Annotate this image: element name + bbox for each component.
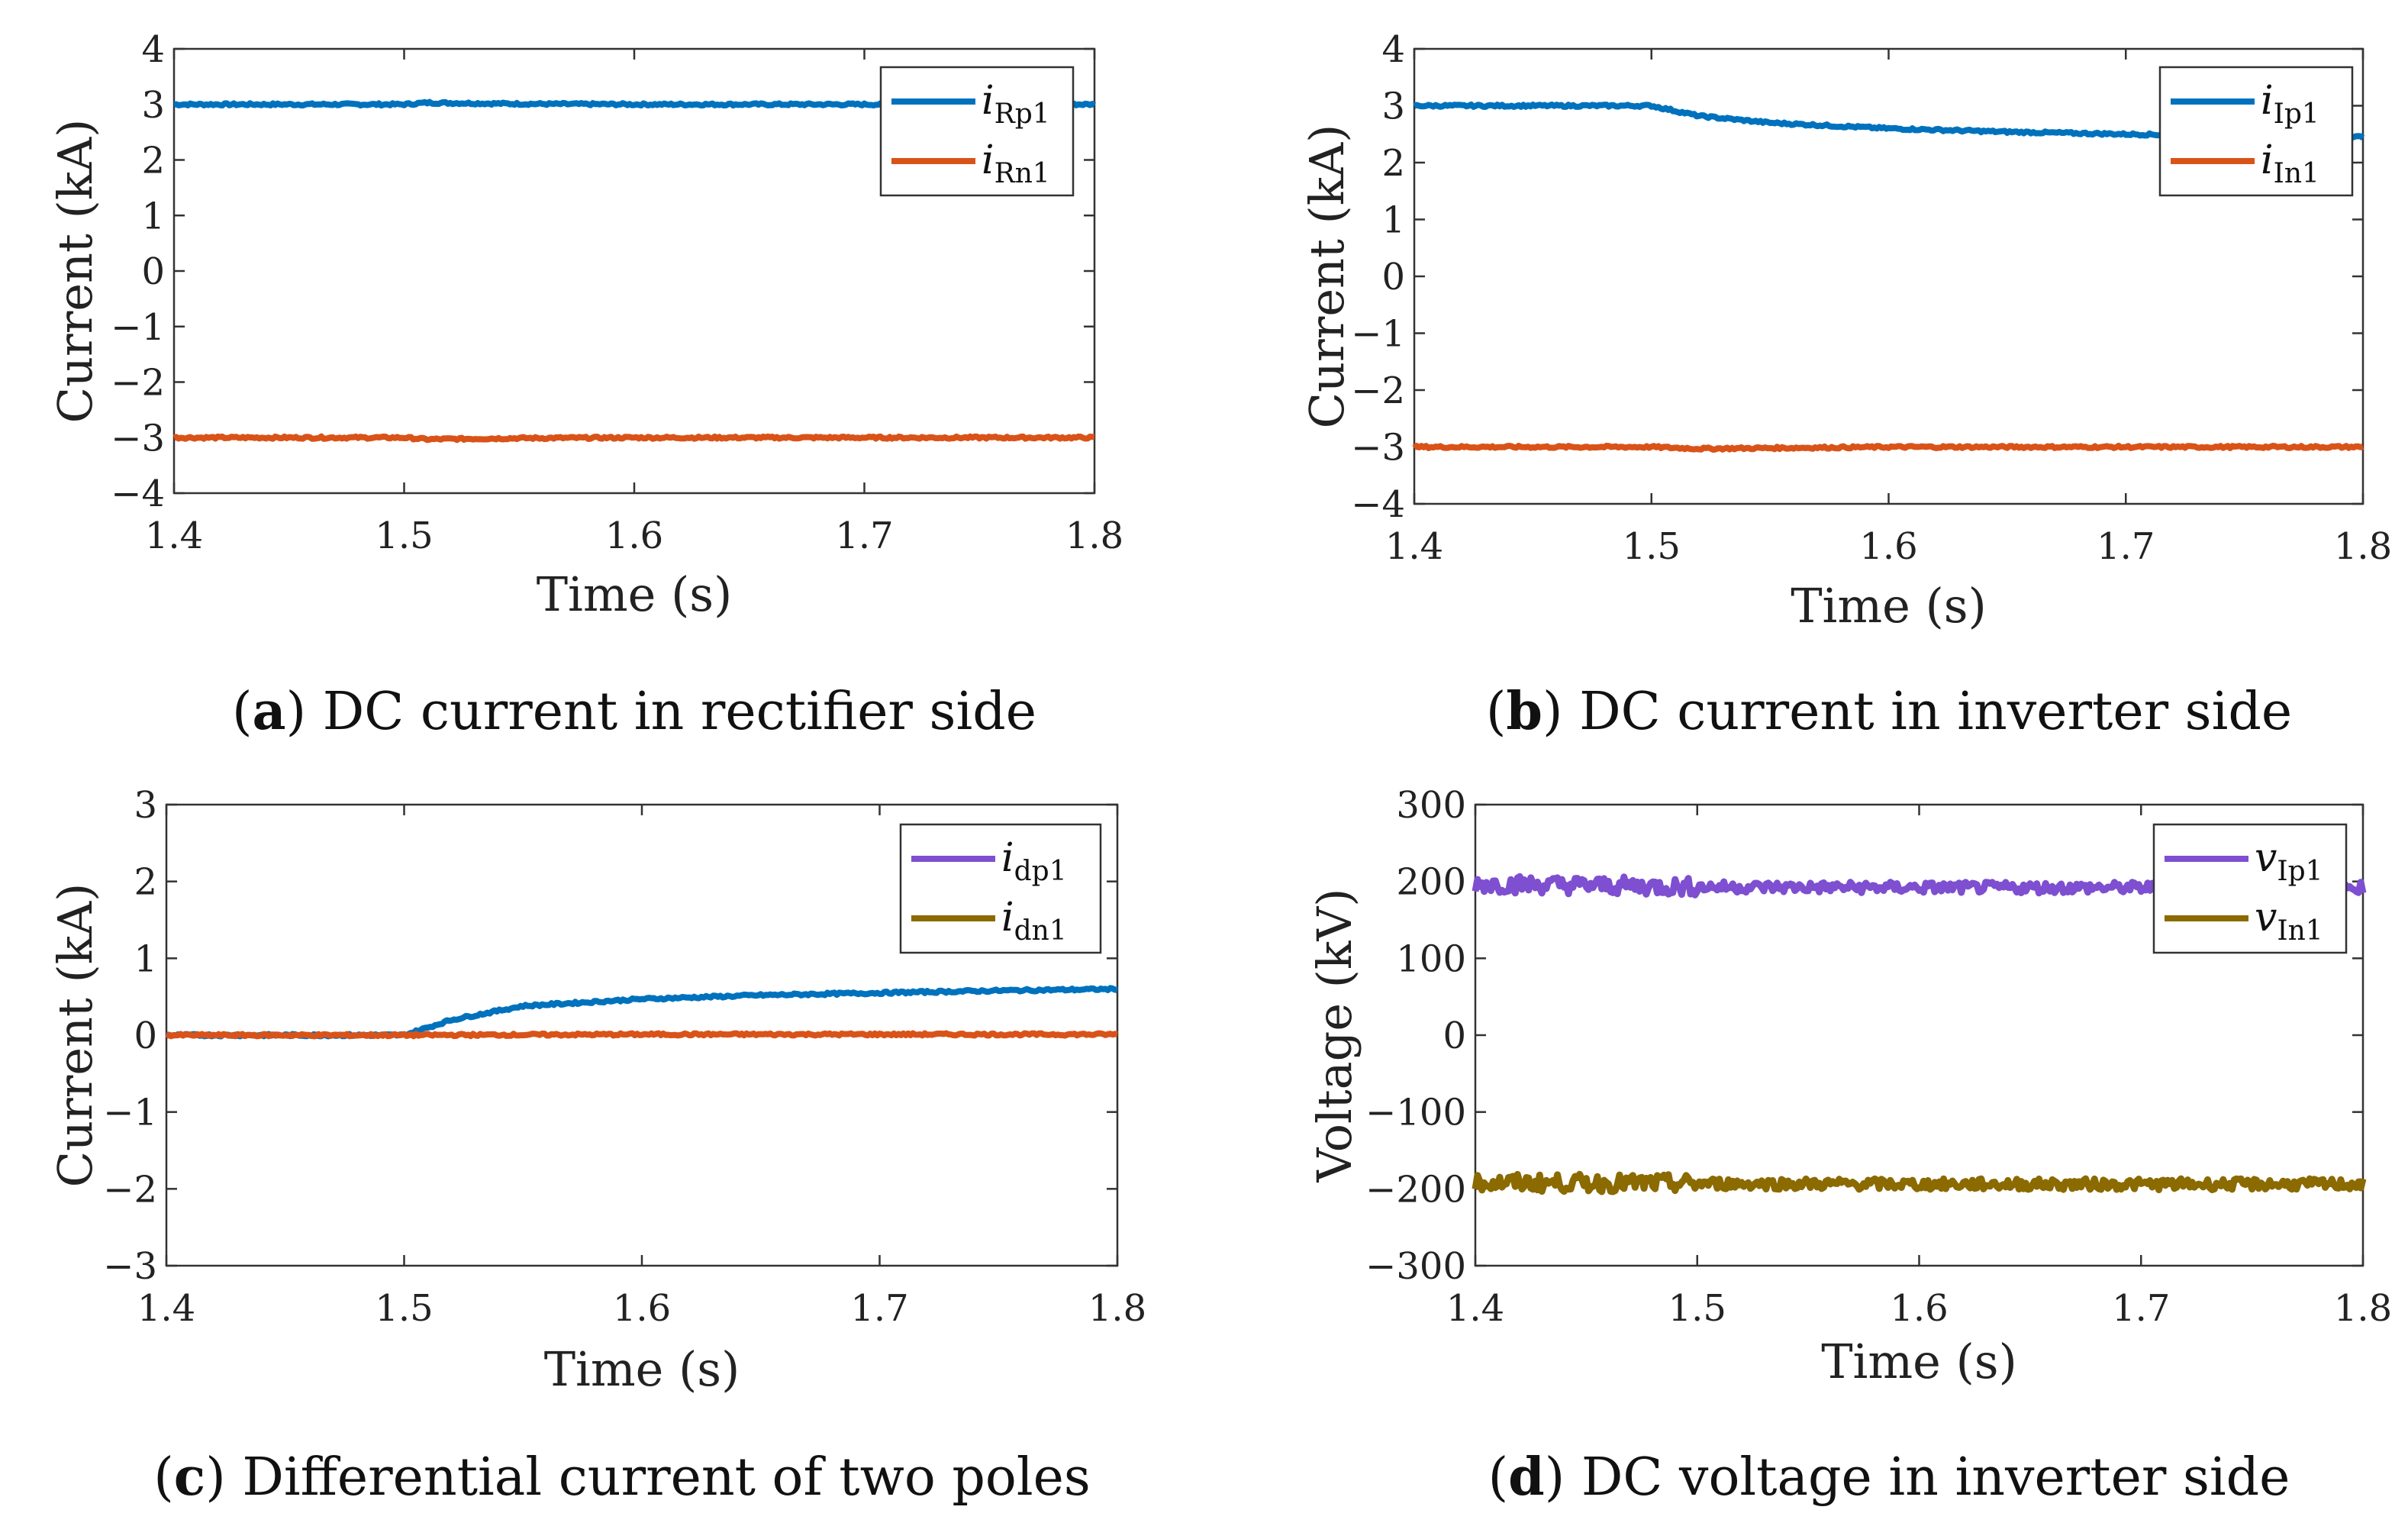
legend: iIp1 iIn1 [2158,66,2354,197]
panel-caption: (c) Differential current of two poles [153,1447,1090,1508]
x-tick-label: 1.6 [613,1287,671,1330]
x-tick-label: 1.8 [2334,1287,2392,1330]
y-tick-label: 3 [141,84,165,127]
y-tick-label: −2 [111,362,165,405]
y-tick-label: 2 [134,861,157,904]
panel-caption: (d) DC voltage in inverter side [1488,1447,2290,1508]
y-tick-label: −3 [111,417,165,460]
y-tick-label: 1 [1381,199,1405,242]
x-tick-label: 1.7 [850,1287,908,1330]
y-tick-label: −4 [1351,483,1405,526]
series-line-iRn1 [172,433,1095,444]
x-tick-label: 1.5 [375,1287,433,1330]
x-tick-label: 1.6 [1890,1287,1948,1330]
x-tick-label: 1.4 [145,515,203,557]
y-tick-label: −300 [1365,1245,1466,1288]
y-tick-label: 200 [1396,861,1466,904]
legend-label-vIp1: vIp1 [2255,835,2323,887]
y-tick-label: 4 [1381,28,1405,71]
series-line-idn1 [165,1030,1118,1040]
series-line-iIn1 [1412,443,2364,453]
y-tick-label: 1 [141,195,165,237]
y-tick-label: −2 [103,1168,157,1211]
series-line-vIn1 [1472,1170,2367,1195]
legend-label-idn1: idn1 [1001,895,1067,947]
y-tick-label: 0 [141,250,165,293]
y-axis-label: Current (kA) [1299,124,1355,429]
panel-a: −4 −3 −2 −1 0 1 2 3 4 1.4 1.5 1.6 1.7 1.8 Time (s) Curr… [47,28,1123,742]
y-tick-label: 3 [1381,86,1405,128]
legend: idp1 idn1 [899,823,1102,954]
legend-label-iIn1: iIn1 [2261,137,2319,189]
y-axis-label: Voltage (kV) [1307,889,1362,1183]
x-axis-label: Time (s) [537,566,733,622]
panel-caption: (b) DC current in inverter side [1486,681,2292,742]
y-tick-label: −3 [1351,427,1405,469]
y-tick-label: 2 [1381,142,1405,185]
x-tick-label: 1.4 [1385,525,1443,568]
x-axis-label: Time (s) [544,1341,740,1397]
y-tick-label: −3 [103,1245,157,1288]
y-tick-label: −200 [1365,1168,1466,1211]
x-tick-label: 1.8 [1088,1287,1146,1330]
y-tick-label: 0 [134,1015,157,1057]
y-tick-label: 3 [134,784,157,827]
panel-b: −4 −3 −2 −1 0 1 2 3 4 1.4 1.5 1.6 1.7 1.8 Time (s) Curr… [1299,28,2392,742]
x-tick-label: 1.4 [1446,1287,1504,1330]
y-tick-label: −1 [111,306,165,349]
y-tick-label: −100 [1365,1092,1466,1134]
legend-box [2152,823,2348,954]
x-tick-label: 1.5 [1623,525,1681,568]
panel-c: −3 −2 −1 0 1 2 3 1.4 1.5 1.6 1.7 1.8 Time (s) Current… [47,784,1146,1508]
legend: iRp1 iRn1 [879,66,1075,197]
legend-label-iIp1: iIp1 [2261,78,2319,130]
legend-box [899,823,1102,954]
y-tick-label: 0 [1443,1015,1466,1057]
y-tick-label: 2 [141,140,165,182]
panel-d: −300 −200 −100 0 100 200 300 1.4 1.5 1.6 1.7 1.8 Tim… [1307,784,2392,1508]
x-tick-label: 1.4 [137,1287,195,1330]
x-tick-label: 1.6 [605,515,663,557]
y-tick-label: −1 [103,1092,157,1134]
y-tick-label: 1 [134,937,157,980]
x-tick-label: 1.8 [1065,515,1123,557]
y-tick-label: 100 [1396,937,1466,980]
series-line-idp1 [165,985,1118,1040]
y-tick-label: 0 [1381,256,1405,298]
legend-label-vIn1: vIn1 [2255,895,2323,947]
x-tick-label: 1.7 [2097,525,2155,568]
x-tick-label: 1.5 [1668,1287,1726,1330]
x-axis-label: Time (s) [1791,578,1987,634]
y-tick-label: 300 [1396,784,1466,827]
x-tick-label: 1.8 [2334,525,2392,568]
y-tick-label: −1 [1351,313,1405,356]
legend-box [2158,66,2354,197]
x-tick-label: 1.6 [1859,525,1917,568]
legend-label-iRp1: iRp1 [982,78,1050,130]
x-tick-label: 1.5 [375,515,433,557]
y-tick-label: 4 [141,28,165,71]
y-tick-label: −2 [1351,369,1405,412]
legend-box [879,66,1075,197]
x-tick-label: 1.7 [835,515,893,557]
legend-label-idp1: idp1 [1001,835,1067,887]
y-tick-label: −4 [111,473,165,515]
legend: vIp1 vIn1 [2152,823,2348,954]
y-axis-label: Current (kA) [47,119,103,424]
legend-label-iRn1: iRn1 [982,137,1050,189]
panel-caption: (a) DC current in rectifier side [232,681,1036,742]
y-axis-label: Current (kA) [47,883,103,1188]
x-axis-label: Time (s) [1821,1334,2017,1389]
x-tick-label: 1.7 [2112,1287,2170,1330]
